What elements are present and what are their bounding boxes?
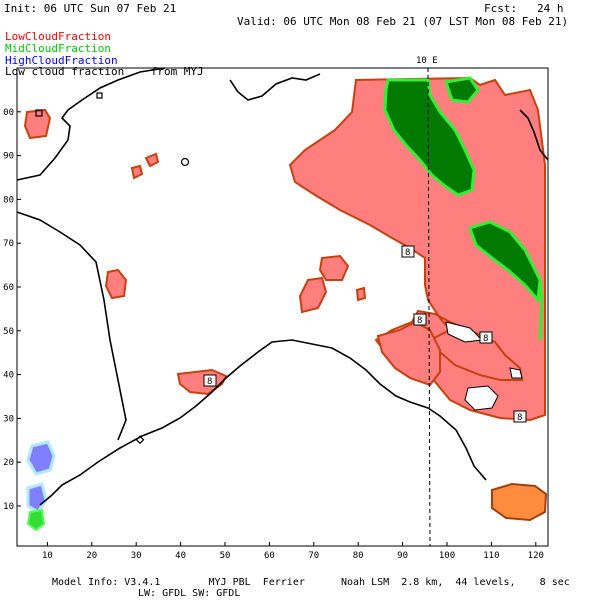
x-tick-label-90: 90 xyxy=(397,551,408,561)
meridian-line xyxy=(427,67,431,547)
forecast-hour: Fcst: 24 h xyxy=(484,2,564,15)
clear-hole-3 xyxy=(509,367,523,379)
high-cloud-regions xyxy=(26,440,56,515)
low-cloud-patch-f xyxy=(130,164,144,180)
x-tick-label-10: 10 xyxy=(42,551,53,561)
y-tick-label-10: 10 xyxy=(3,502,14,512)
contour-label-1: 8 xyxy=(401,245,415,258)
island-3 xyxy=(180,157,190,167)
legend-mid-cloud: MidCloudFraction xyxy=(5,42,111,55)
y-tick-label-60: 60 xyxy=(3,283,14,293)
x-tick-label-80: 80 xyxy=(353,551,364,561)
contour-label-4: 8 xyxy=(203,374,217,387)
model-info: Model Info: V3.4.1 MYJ PBL Ferrier Noah … xyxy=(52,577,570,588)
coastline-east xyxy=(519,109,549,161)
island-1 xyxy=(96,92,103,99)
x-tick-label-110: 110 xyxy=(483,551,499,561)
legend-high-cloud: HighCloudFraction xyxy=(5,54,118,67)
x-tick-label-20: 20 xyxy=(86,551,97,561)
contour-label-3: 8 xyxy=(479,331,493,344)
plot-frame xyxy=(16,67,549,547)
coastline-ne-islands xyxy=(229,73,321,101)
y-axis: 10 20 30 40 50 60 70 80 90 00 xyxy=(3,108,21,512)
coastline-south xyxy=(39,339,487,506)
island-2 xyxy=(35,109,43,117)
low-cloud-patch-b xyxy=(318,254,350,281)
contour-labels: 8 8 8 8 8 xyxy=(203,245,527,423)
init-time: Init: 06 UTC Sun 07 Feb 21 xyxy=(4,2,177,15)
clear-hole-2 xyxy=(464,385,499,411)
low-cloud-south-lobe xyxy=(376,320,441,387)
island-4 xyxy=(135,435,145,445)
svg-text:8: 8 xyxy=(207,377,212,387)
low-cloud-patch-d xyxy=(176,368,228,396)
x-tick-label-100: 100 xyxy=(439,551,455,561)
low-cloud-regions xyxy=(23,76,546,422)
low-cloud-patch-e xyxy=(144,152,160,168)
y-tick-label-20: 20 xyxy=(3,458,14,468)
x-tick-label-70: 70 xyxy=(308,551,319,561)
svg-text:8: 8 xyxy=(417,316,422,326)
mid-cloud-sw-patch xyxy=(26,508,46,532)
x-tick-label-40: 40 xyxy=(175,551,186,561)
coastline-west xyxy=(16,211,127,441)
y-tick-label-00: 00 xyxy=(3,108,14,118)
legend-low-cloud: LowCloudFraction xyxy=(5,30,111,43)
contour-label-5: 8 xyxy=(513,410,527,423)
x-tick-label-50: 50 xyxy=(220,551,231,561)
x-tick-label-120: 120 xyxy=(528,551,544,561)
mid-cloud-east-edge xyxy=(538,279,544,341)
meridian-label: 10 E xyxy=(416,56,438,66)
x-tick-label-30: 30 xyxy=(131,551,142,561)
svg-text:8: 8 xyxy=(483,334,488,344)
y-tick-label-90: 90 xyxy=(3,152,14,162)
legend-source: Low cloud fraction from MYJ xyxy=(5,65,204,78)
clear-hole-1 xyxy=(445,321,484,343)
y-tick-label-30: 30 xyxy=(3,414,14,424)
low-cloud-patch-c xyxy=(298,276,328,314)
x-tick-label-60: 60 xyxy=(264,551,275,561)
high-cloud-patch-upper xyxy=(26,440,56,476)
low-cloud-patch-g xyxy=(355,286,367,302)
coastline-north xyxy=(16,67,166,181)
y-tick-label-50: 50 xyxy=(3,327,14,337)
coastlines xyxy=(16,67,549,506)
mid-cloud-east-band xyxy=(468,220,542,304)
small-islands xyxy=(35,92,190,445)
svg-text:8: 8 xyxy=(517,413,522,423)
y-tick-label-70: 70 xyxy=(3,239,14,249)
y-tick-label-40: 40 xyxy=(3,371,14,381)
valid-time: Valid: 06 UTC Mon 08 Feb 21 (07 LST Mon … xyxy=(237,15,569,28)
orange-cloud-region xyxy=(491,482,548,522)
high-cloud-patch-lower xyxy=(26,482,48,515)
clear-holes xyxy=(445,321,523,411)
x-axis: 10 20 30 40 50 60 70 80 90 100 110 120 xyxy=(42,542,544,561)
physics-info: LW: GFDL SW: GFDL xyxy=(138,588,241,599)
contour-label-2: 8 xyxy=(413,313,427,326)
svg-text:8: 8 xyxy=(405,248,410,258)
low-cloud-patch-a xyxy=(104,268,128,300)
y-tick-label-80: 80 xyxy=(3,195,14,205)
mid-cloud-ne-fragment xyxy=(444,76,480,104)
low-cloud-nw-patch xyxy=(23,108,52,140)
mid-cloud-north-band xyxy=(383,78,476,197)
mid-cloud-regions xyxy=(383,76,542,304)
